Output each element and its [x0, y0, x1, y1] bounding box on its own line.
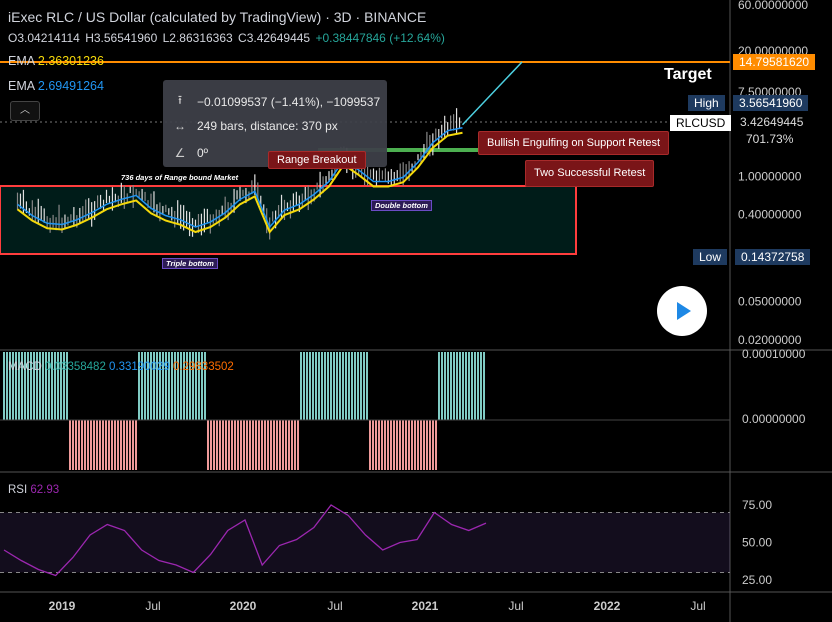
ohlc-high: H3.56541960: [85, 31, 158, 45]
low-value-tag: 0.14372758: [735, 249, 811, 265]
time-tick-label: Jul: [327, 599, 342, 613]
ema2-legend[interactable]: EMA 2.69491264: [8, 79, 104, 93]
time-tick-label: 2022: [594, 599, 621, 613]
price-tick-label: 0.02000000: [738, 333, 802, 347]
triple-bottom-label: Triple bottom: [162, 258, 218, 269]
ema2-label: EMA: [8, 79, 35, 93]
rsi-tick-label: 75.00: [742, 498, 772, 512]
target-label: Target: [664, 66, 712, 83]
price-range-icon: ⭱: [177, 93, 183, 107]
rsi-label: RSI: [8, 484, 28, 496]
macd-v3: 0.29833502: [173, 361, 234, 373]
angle-icon: ∠: [174, 146, 186, 160]
high-label-tag: High: [688, 95, 725, 111]
ema1-line: [16, 131, 463, 234]
rsi-value: 62.93: [30, 484, 60, 496]
pct-change-tag: 701.73%: [746, 132, 794, 146]
range-breakout-label: Range Breakout: [268, 151, 366, 169]
time-tick-label: Jul: [508, 599, 523, 613]
macd-v2: 0.33190029: [109, 361, 170, 373]
tooltip-angle: 0º: [197, 146, 209, 160]
ema1-legend[interactable]: EMA 2.36301236: [8, 54, 104, 68]
collapse-legend-button[interactable]: ︿: [10, 101, 40, 121]
ohlc-low: L2.86316363: [162, 31, 233, 45]
symbol-tag: RLCUSD: [670, 115, 732, 131]
rsi-band: [0, 512, 730, 573]
bullish-engulfing-label: Bullish Engulfing on Support Retest: [478, 131, 670, 155]
macd-tick-label: 0.00010000: [742, 347, 806, 361]
time-tick-label: 2019: [49, 599, 76, 613]
tooltip-price-change: −0.01099537 (−1.41%), −1099537: [197, 94, 381, 109]
ema1-label: EMA: [8, 54, 35, 68]
ohlc-close: C3.42649445: [238, 31, 311, 45]
rsi-line: [3, 504, 487, 577]
play-button[interactable]: [657, 286, 707, 336]
time-tick-label: 2020: [230, 599, 257, 613]
ohlc-readout: O3.04214114 H3.56541960 L2.86316363 C3.4…: [8, 31, 447, 45]
time-tick-label: Jul: [145, 599, 160, 613]
time-tick-label: Jul: [690, 599, 705, 613]
bar-range-icon: ↔: [174, 119, 186, 133]
rsi-legend[interactable]: RSI 62.93: [8, 484, 59, 496]
ohlc-open: O3.04214114: [8, 31, 80, 45]
macd-tick-label: 0.00000000: [742, 412, 806, 426]
target-price-tag: 14.79581620: [733, 54, 816, 70]
range-days-label: 736 days of Range bound Market: [121, 173, 239, 182]
rsi-tick-label: 25.00: [742, 573, 772, 587]
ema2-value: 2.69491264: [37, 79, 104, 93]
ohlc-change: +0.38447846 (+12.64%): [315, 31, 445, 45]
rsi-tick-label: 50.00: [742, 536, 772, 550]
price-tick-label: 0.05000000: [738, 295, 802, 309]
price-tick-label: 60.00000000: [738, 0, 808, 12]
range-box: [0, 185, 577, 255]
ema2-line: [17, 127, 463, 229]
low-label-tag: Low: [693, 249, 728, 265]
macd-v1: 0.03358482: [45, 361, 106, 373]
two-retest-label: Two Successful Retest: [525, 160, 655, 187]
macd-label: MACD: [8, 361, 42, 373]
last-price-tag: 3.42649445: [740, 115, 804, 129]
price-tick-label: 1.00000000: [738, 169, 802, 183]
tooltip-bars: 249 bars, distance: 370 px: [197, 119, 338, 133]
projection-line: [461, 61, 523, 126]
price-tick-label: 0.40000000: [738, 208, 802, 222]
double-bottom-label: Double bottom: [371, 200, 432, 211]
high-value-tag: 3.56541960: [733, 95, 809, 111]
ema1-value: 2.36301236: [37, 54, 104, 68]
time-tick-label: 2021: [412, 599, 439, 613]
macd-legend[interactable]: MACD 0.03358482 0.33190029 0.29833502: [8, 361, 234, 373]
chart-title: iExec RLC / US Dollar (calculated by Tra…: [8, 9, 427, 25]
